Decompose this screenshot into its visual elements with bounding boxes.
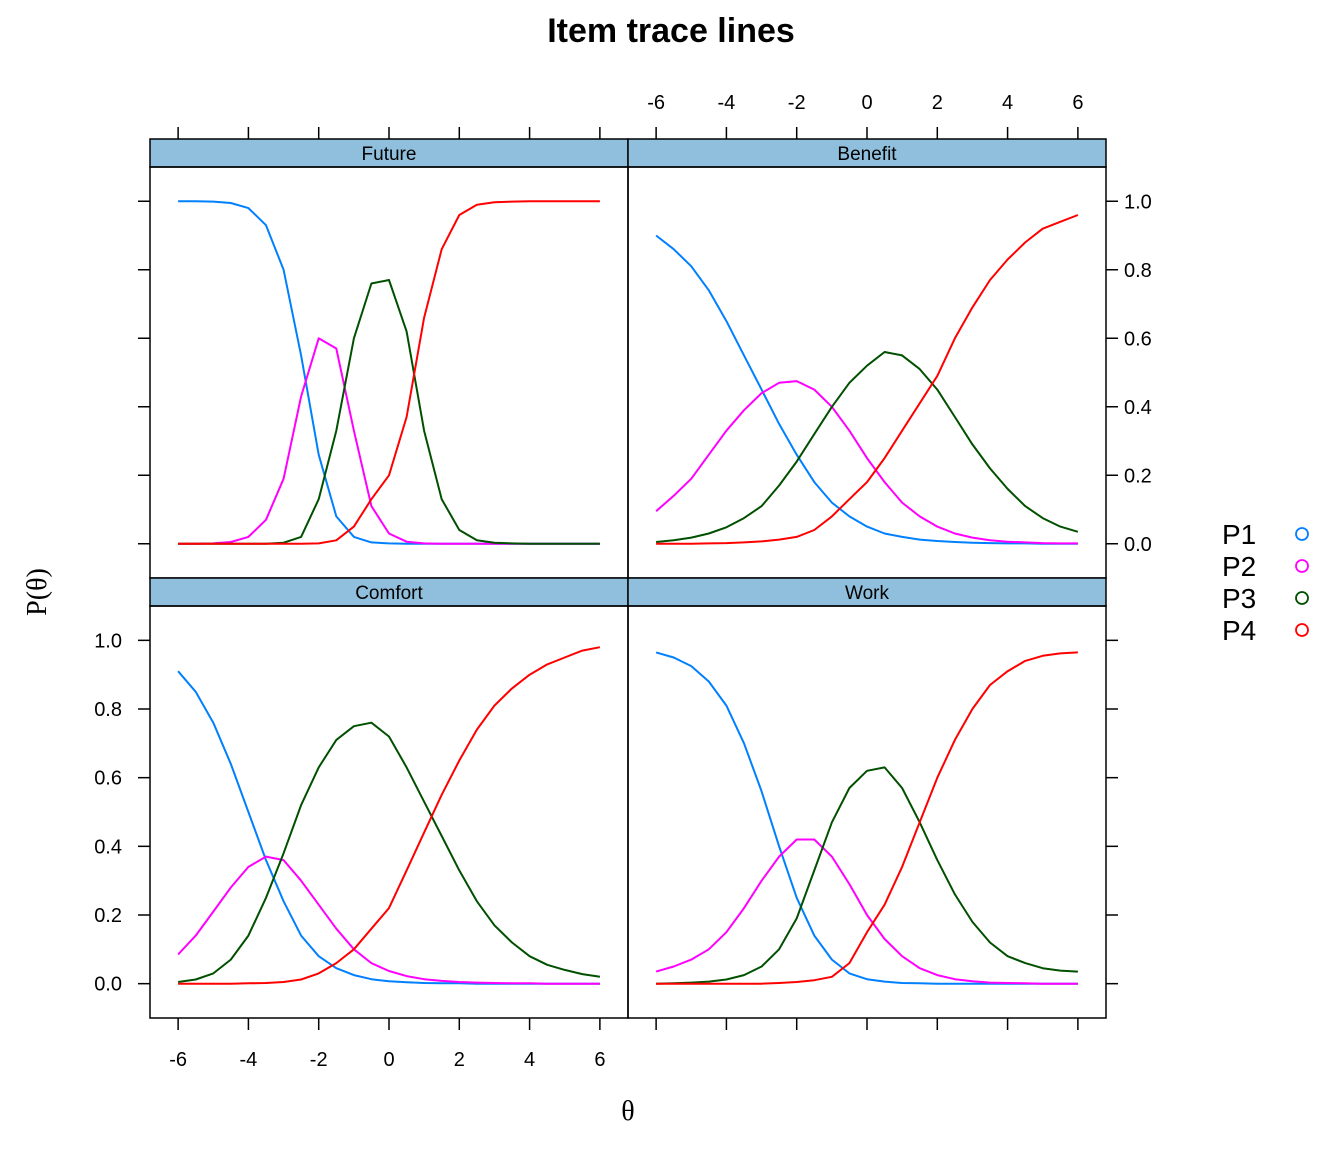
y-tick-label: 0.6 (1124, 328, 1152, 350)
series-line-comfort-p4 (178, 646, 601, 985)
legend-label-p2: P2 (1222, 551, 1256, 582)
plot-frame-work (627, 605, 1107, 1019)
x-tick-label: -6 (647, 92, 665, 114)
x-tick-label: -2 (788, 92, 806, 114)
legend-marker-p3 (1295, 591, 1309, 605)
series-line-work-p3 (656, 766, 1078, 985)
series-line-comfort-p3 (177, 721, 601, 983)
series-line-future-p1 (178, 200, 600, 545)
y-tick-label: 1.0 (1124, 191, 1152, 213)
strip-label-work: Work (845, 583, 889, 604)
panels-layer: Future Benefit Comfort Work (149, 138, 1107, 1019)
strip-future (149, 138, 629, 168)
x-tick-label: 0 (861, 92, 872, 114)
y-tick-label: 0.8 (1124, 260, 1152, 282)
legend-marker-p1 (1295, 527, 1309, 541)
y-tick-label: 0.2 (1124, 465, 1152, 487)
x-tick-label: 6 (594, 1049, 605, 1071)
x-axis-title: θ (621, 1096, 634, 1127)
axes-layer: -6 -4 -2 0 2 4 6 -6 -4 -2 0 2 4 6 0.0 0.2 0.4 0.6 0.8 1.0 0.… (94, 92, 1152, 1071)
series-line-future-p4 (178, 200, 600, 545)
series-line-comfort-p1 (177, 670, 600, 985)
legend-marker-p2 (1295, 559, 1309, 573)
strip-benefit (627, 138, 1107, 168)
x-tick-label: 2 (932, 92, 943, 114)
series-line-benefit-p1 (655, 234, 1078, 545)
x-tick-label: -6 (169, 1049, 187, 1071)
panel-future: Future (149, 138, 629, 579)
x-tick-label: 6 (1072, 92, 1083, 114)
strip-label-comfort: Comfort (355, 583, 423, 604)
series-line-benefit-p4 (656, 214, 1079, 545)
panel-comfort: Comfort (149, 577, 629, 1019)
legend-label-p3: P3 (1222, 583, 1256, 614)
plot-frame-future (149, 166, 629, 579)
x-tick-label: 4 (524, 1049, 535, 1071)
series-line-future-p3 (178, 279, 600, 545)
series-line-benefit-p2 (655, 380, 1078, 545)
y-tick-label: 0.2 (94, 905, 122, 927)
y-tick-label: 0.0 (1124, 534, 1152, 556)
series-line-comfort-p2 (177, 855, 600, 985)
x-tick-label: -4 (240, 1049, 258, 1071)
y-axis-title: P(θ) (22, 568, 53, 616)
y-tick-label: 0.6 (94, 768, 122, 790)
y-tick-label: 0.4 (1124, 397, 1152, 419)
x-tick-label: -2 (310, 1049, 328, 1071)
panel-work: Work (627, 577, 1107, 1019)
x-tick-label: 0 (383, 1049, 394, 1071)
chart-title: Item trace lines (547, 12, 795, 50)
legend-marker-p4 (1295, 623, 1309, 637)
x-tick-label: 4 (1002, 92, 1013, 114)
y-tick-label: 0.8 (94, 699, 122, 721)
legend-label-p1: P1 (1222, 519, 1256, 550)
series-line-benefit-p3 (656, 351, 1079, 543)
y-tick-label: 1.0 (94, 630, 122, 652)
x-tick-label: -4 (718, 92, 736, 114)
plot-frame-comfort (149, 605, 629, 1019)
series-line-future-p2 (178, 337, 600, 545)
strip-label-future: Future (362, 144, 417, 165)
strip-label-benefit: Benefit (837, 144, 897, 165)
legend-label-p4: P4 (1222, 615, 1256, 646)
panel-benefit: Benefit (627, 138, 1107, 579)
plot-frame-benefit (627, 166, 1107, 579)
y-tick-label: 0.4 (94, 836, 122, 858)
series-line-work-p4 (656, 651, 1078, 985)
x-tick-label: 2 (454, 1049, 465, 1071)
y-tick-label: 0.0 (94, 974, 122, 996)
series-line-work-p2 (655, 838, 1078, 985)
